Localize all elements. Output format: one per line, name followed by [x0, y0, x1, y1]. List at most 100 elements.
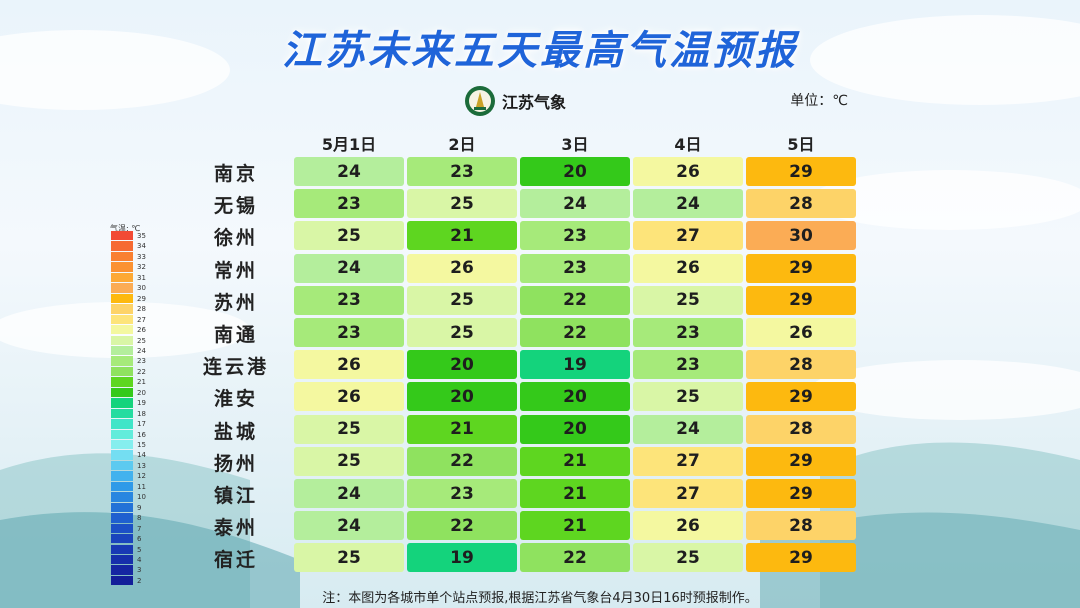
- temperature-cell: 29: [746, 543, 856, 573]
- temperature-cell: 21: [520, 511, 630, 541]
- legend-swatch: [111, 345, 133, 356]
- legend-label: 9: [137, 503, 142, 512]
- legend-label: 16: [137, 430, 146, 439]
- legend-label: 29: [137, 294, 146, 303]
- temperature-cell: 22: [407, 446, 517, 476]
- temperature-cell: 26: [633, 253, 743, 283]
- legend-swatch: [111, 304, 133, 314]
- temperature-cell: 25: [294, 446, 404, 476]
- logo: 江苏气象: [464, 84, 566, 118]
- temperature-cell: 23: [520, 221, 630, 251]
- legend-swatch: [111, 440, 133, 450]
- temperature-cell: 29: [746, 479, 856, 508]
- city-label: 南京: [213, 163, 258, 185]
- legend-swatch: [111, 534, 133, 544]
- legend-swatch: [111, 481, 133, 492]
- temperature-cell: 28: [746, 189, 856, 219]
- temperature-cell: 29: [746, 157, 856, 186]
- legend-label: 6: [137, 535, 142, 544]
- legend-swatch: [111, 325, 133, 335]
- temperature-cell: 20: [520, 414, 630, 444]
- temperature-cell: 25: [407, 318, 517, 347]
- temperature-cell: 25: [633, 285, 743, 315]
- temperature-cell: 25: [294, 221, 404, 251]
- legend-swatch: [111, 408, 133, 419]
- temperature-cell: 27: [633, 479, 743, 508]
- temperature-cell: 25: [633, 382, 743, 412]
- city-label: 常州: [213, 259, 258, 282]
- legend-swatch: [111, 460, 133, 471]
- column-header-5: 5日: [787, 135, 815, 154]
- temperature-cell: 24: [294, 479, 404, 508]
- city-label: 宿迁: [213, 549, 258, 572]
- legend-swatch: [111, 419, 133, 429]
- temperature-cell: 23: [294, 285, 404, 315]
- city-label: 盐城: [213, 420, 258, 443]
- legend-label: 26: [137, 326, 146, 335]
- legend-label: 30: [137, 284, 146, 293]
- temperature-cell: 30: [746, 221, 856, 251]
- legend-label: 19: [137, 399, 146, 408]
- temperature-cell: 20: [520, 382, 630, 412]
- legend-swatch: [111, 241, 133, 251]
- legend-swatch: [111, 335, 133, 345]
- column-header-1: 5月1日: [321, 135, 377, 154]
- legend-swatch: [111, 554, 133, 565]
- legend-label: 7: [137, 524, 142, 533]
- temperature-cell: 28: [746, 350, 856, 380]
- legend-swatch: [111, 523, 133, 534]
- legend-label: 11: [137, 482, 146, 491]
- temperature-cell: 24: [294, 157, 404, 186]
- city-label: 淮安: [213, 388, 258, 411]
- legend-label: 25: [137, 336, 146, 345]
- temperature-cell: 21: [407, 414, 517, 444]
- legend-label: 22: [137, 367, 146, 376]
- temperature-cell: 21: [520, 479, 630, 508]
- temperature-cell: 26: [746, 318, 856, 347]
- temperature-cell: 24: [633, 189, 743, 219]
- temperature-cell: 26: [633, 511, 743, 541]
- legend-label: 28: [137, 305, 146, 314]
- temperature-cell: 23: [407, 157, 517, 186]
- legend-label: 27: [137, 315, 146, 324]
- temperature-cell: 22: [520, 285, 630, 315]
- temperature-cell: 23: [633, 350, 743, 380]
- unit-label: 单位：℃: [790, 93, 848, 109]
- temperature-cell: 22: [520, 318, 630, 347]
- temperature-cell: 28: [746, 414, 856, 444]
- meteorology-logo-icon: [465, 86, 495, 116]
- temperature-cell: 22: [407, 511, 517, 541]
- legend-label: 10: [137, 493, 146, 502]
- temperature-cell: 26: [294, 350, 404, 380]
- legend-label: 17: [137, 420, 146, 429]
- legend-swatch: [111, 387, 133, 398]
- logo-text: 江苏气象: [502, 93, 567, 112]
- city-label: 泰州: [213, 517, 258, 540]
- legend-label: 14: [137, 451, 146, 460]
- legend-swatch: [111, 377, 133, 387]
- legend-label: 18: [137, 409, 146, 418]
- temperature-cell: 29: [746, 382, 856, 412]
- temperature-cell: 25: [294, 543, 404, 573]
- temperature-cell: 27: [633, 446, 743, 476]
- legend-swatch: [111, 272, 133, 283]
- temperature-cell: 19: [520, 350, 630, 380]
- legend-label: 2: [137, 576, 142, 585]
- legend-swatch: [111, 429, 133, 439]
- temperature-cell: 23: [294, 318, 404, 347]
- temperature-cell: 25: [294, 414, 404, 444]
- temperature-cell: 24: [633, 414, 743, 444]
- temperature-cell: 25: [407, 285, 517, 315]
- legend-label: 34: [137, 242, 146, 251]
- temperature-cell: 29: [746, 253, 856, 283]
- footnote: 注：本图为各城市单个站点预报,根据江苏省气象台4月30日16时预报制作。: [322, 591, 758, 606]
- legend-label: 33: [137, 252, 146, 261]
- legend-label: 20: [137, 388, 146, 397]
- legend-swatch: [111, 366, 133, 377]
- city-label: 无锡: [213, 195, 258, 218]
- legend-swatch: [111, 575, 133, 586]
- legend-swatch: [111, 356, 133, 366]
- page-title: 江苏未来五天最高气温预报: [282, 28, 798, 74]
- legend-label: 13: [137, 461, 146, 470]
- legend-label: 15: [137, 441, 146, 449]
